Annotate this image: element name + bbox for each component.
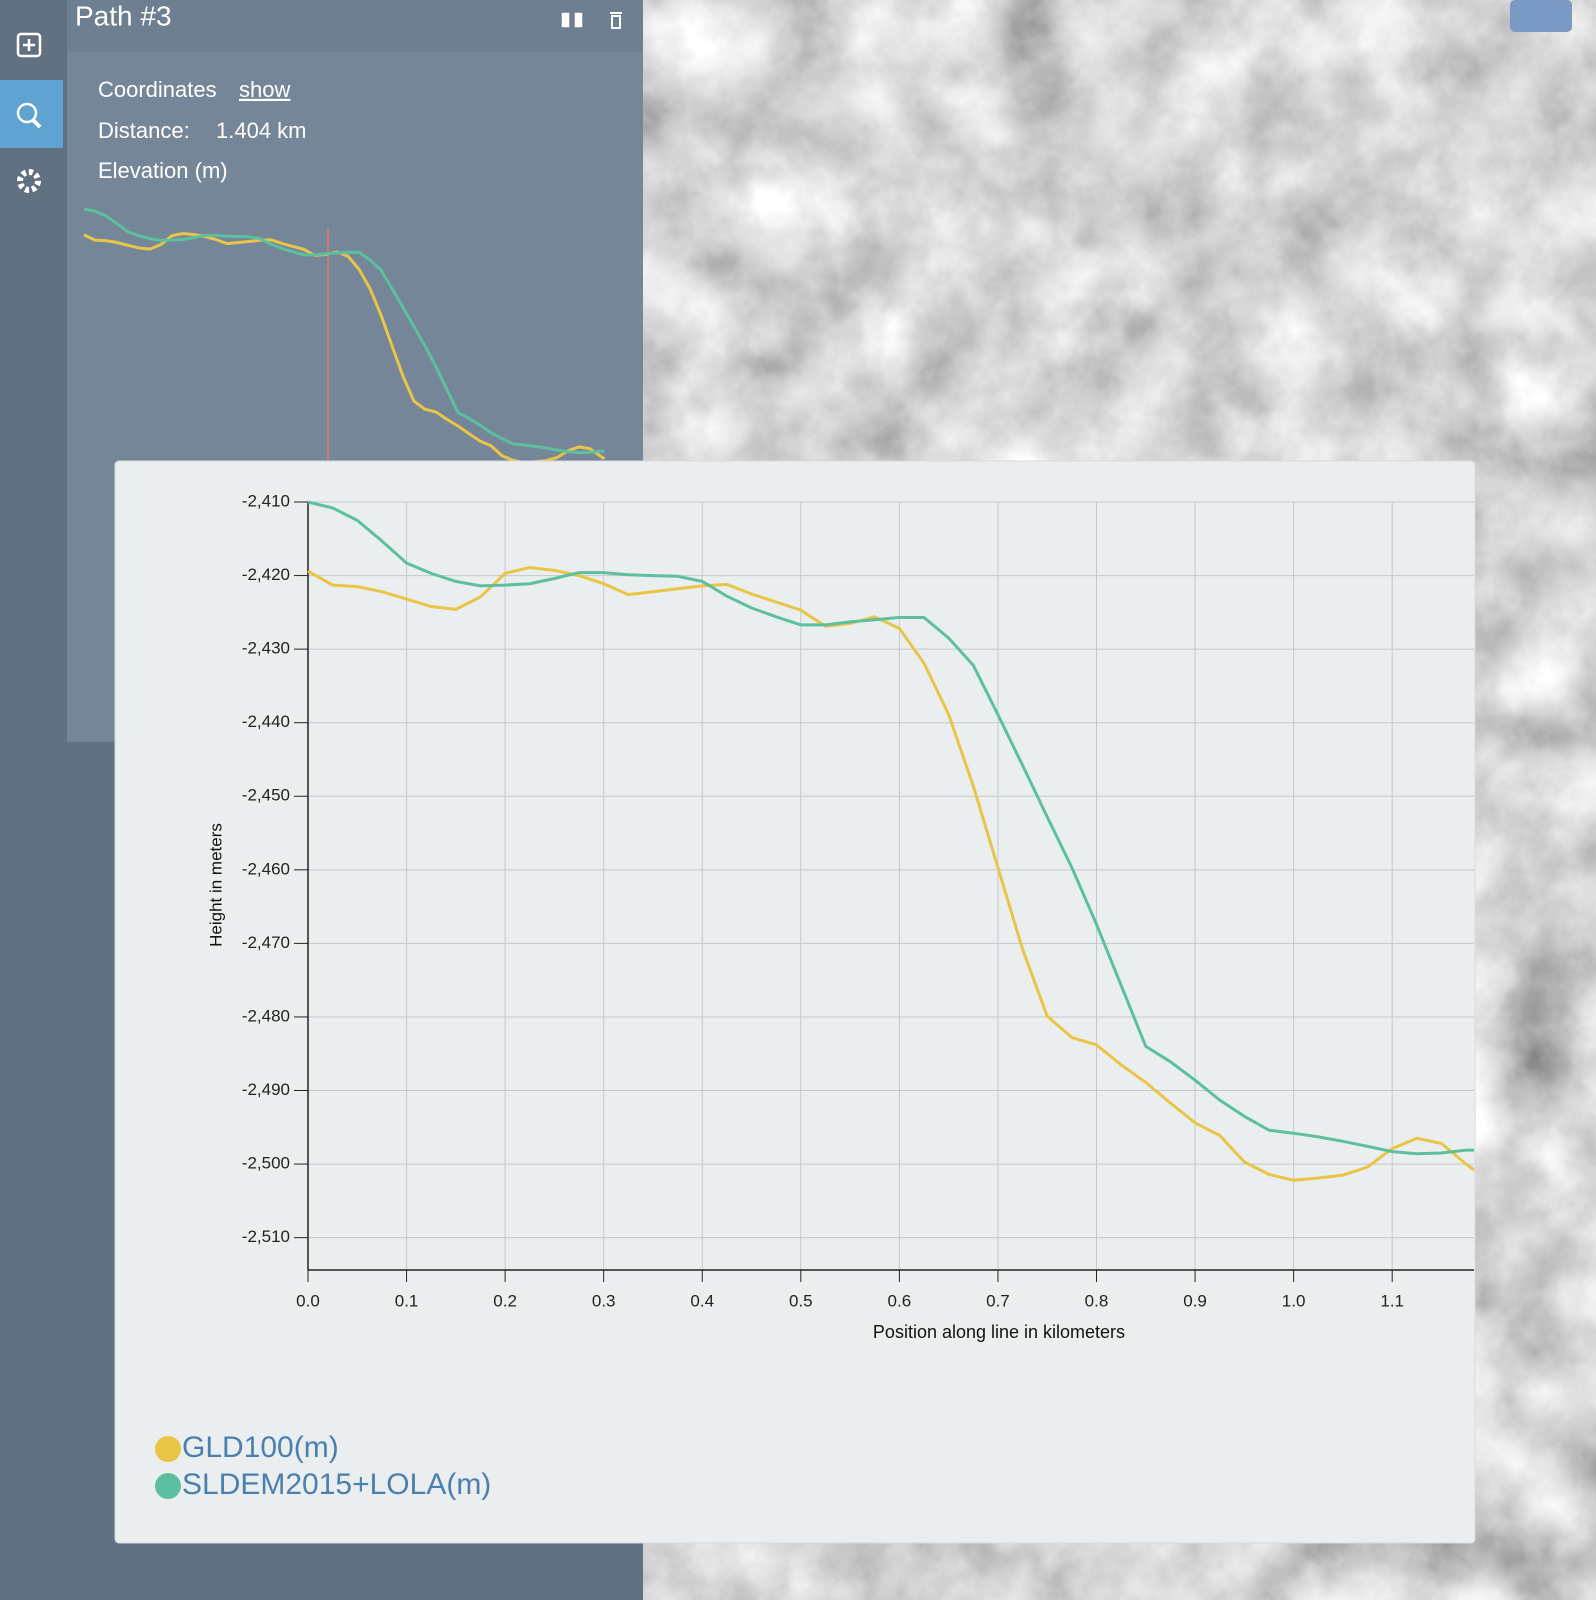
settings-icon[interactable] [17,169,41,193]
x-tick-label: 0.6 [888,1291,912,1310]
path-title: Path #3 [75,0,172,31]
trash-icon[interactable] [610,12,622,29]
active-tab[interactable] [0,80,63,148]
x-tick-label: 0.1 [395,1291,419,1310]
x-tick-label: 0.4 [690,1291,714,1310]
x-tick-label: 0.8 [1085,1291,1109,1310]
add-icon-plus [23,39,35,51]
y-tick-label: -2,480 [242,1006,290,1025]
legend-label: SLDEM2015+LOLA(m) [182,1468,491,1501]
distance-label: Distance: [98,118,190,143]
y-tick-label: -2,470 [242,933,290,952]
legend-label: GLD100(m) [182,1431,339,1464]
map-button[interactable] [1510,0,1572,32]
y-tick-label: -2,420 [242,565,290,584]
add-icon[interactable] [16,32,42,58]
icons [16,12,622,193]
search-icon-handle [31,118,42,129]
plot: -2,410 -2,420 -2,430 -2,440 -2,450 -2,460 -2,4… [242,491,1475,1310]
x-tick-label: 0.5 [789,1291,813,1310]
y-axis-title: Height in meters [206,823,225,947]
mini-series-line [83,231,606,461]
x-tick-label: 0.0 [296,1291,320,1310]
x-tick-label: 0.9 [1183,1291,1207,1310]
x-tick-label: 1.0 [1282,1291,1306,1310]
mini-chart [83,207,606,461]
series-line [307,500,1474,1156]
series-line [307,565,1475,1182]
binoculars-icon[interactable] [561,12,583,28]
y-tick-label: -2,430 [242,639,290,658]
distance-value: 1.404 km [216,118,307,143]
x-tick-label: 0.2 [493,1291,517,1310]
legend-swatch [155,1436,181,1462]
x-tick-label: 0.7 [986,1291,1010,1310]
y-tick-label: -2,500 [242,1154,290,1173]
coordinates-label: Coordinates [98,77,217,102]
x-tick-label: 0.3 [592,1291,616,1310]
panel-header [67,0,643,52]
elevation-label: Elevation (m) [98,158,228,183]
y-tick-label: -2,450 [242,786,290,805]
y-tick-label: -2,510 [242,1227,290,1246]
search-icon[interactable] [16,102,38,124]
legend-swatch [155,1473,181,1499]
y-tick-label: -2,440 [242,712,290,731]
x-axis-title: Position along line in kilometers [873,1322,1125,1342]
y-tick-label: -2,490 [242,1080,290,1099]
chart-popup [114,460,1476,1544]
y-tick-label: -2,410 [242,491,290,510]
x-tick-label: 1.1 [1380,1291,1404,1310]
mini-series-line [83,207,605,455]
y-tick-label: -2,460 [242,859,290,878]
coordinates-link[interactable]: show [239,77,290,102]
